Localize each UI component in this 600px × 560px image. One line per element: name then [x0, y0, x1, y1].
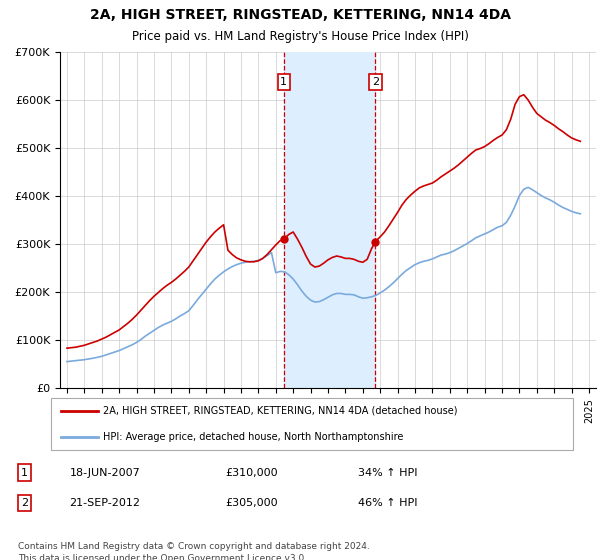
- Text: 1: 1: [280, 77, 287, 87]
- Text: 1: 1: [20, 468, 28, 478]
- Text: 2A, HIGH STREET, RINGSTEAD, KETTERING, NN14 4DA: 2A, HIGH STREET, RINGSTEAD, KETTERING, N…: [89, 8, 511, 22]
- Text: 2: 2: [372, 77, 379, 87]
- Text: 46% ↑ HPI: 46% ↑ HPI: [358, 498, 417, 508]
- Text: £305,000: £305,000: [225, 498, 278, 508]
- Text: 2A, HIGH STREET, RINGSTEAD, KETTERING, NN14 4DA (detached house): 2A, HIGH STREET, RINGSTEAD, KETTERING, N…: [103, 405, 458, 416]
- Text: 2: 2: [20, 498, 28, 508]
- Bar: [284, 52, 376, 388]
- Text: Contains HM Land Registry data © Crown copyright and database right 2024.
This d: Contains HM Land Registry data © Crown c…: [18, 542, 370, 560]
- Text: 21-SEP-2012: 21-SEP-2012: [70, 498, 140, 508]
- Text: 18-JUN-2007: 18-JUN-2007: [70, 468, 140, 478]
- FancyBboxPatch shape: [50, 398, 574, 450]
- Text: HPI: Average price, detached house, North Northamptonshire: HPI: Average price, detached house, Nort…: [103, 432, 404, 442]
- Text: Price paid vs. HM Land Registry's House Price Index (HPI): Price paid vs. HM Land Registry's House …: [131, 30, 469, 43]
- Text: £310,000: £310,000: [225, 468, 278, 478]
- Text: 34% ↑ HPI: 34% ↑ HPI: [358, 468, 417, 478]
